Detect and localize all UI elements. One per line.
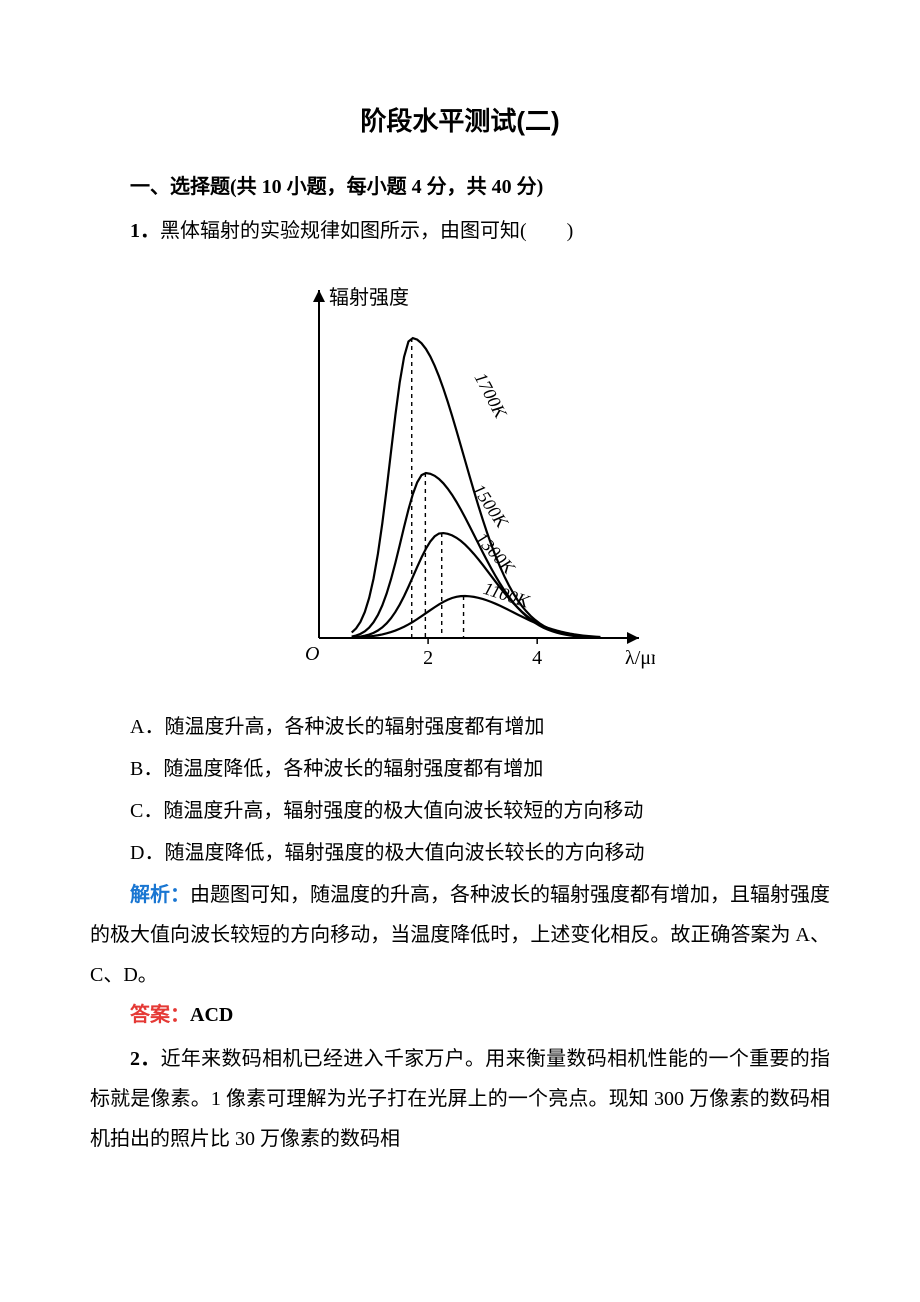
svg-text:λ/μm: λ/μm: [625, 647, 655, 669]
analysis-text: 由题图可知，随温度的升高，各种波长的辐射强度都有增加，且辐射强度的极大值向波长较…: [90, 884, 830, 986]
svg-text:O: O: [305, 643, 319, 665]
chart-svg: 辐射强度λ/μmO241700K1500K1300K1100K: [265, 263, 655, 683]
svg-text:辐射强度: 辐射强度: [329, 286, 409, 309]
q2-number: 2．: [130, 1048, 161, 1070]
svg-text:4: 4: [532, 647, 542, 669]
answer-value: ACD: [190, 1004, 233, 1026]
q1-number: 1．: [130, 220, 160, 242]
section-header: 一、选择题(共 10 小题，每小题 4 分，共 40 分): [90, 167, 830, 207]
question-1: 1．黑体辐射的实验规律如图所示，由图可知( ): [90, 211, 830, 251]
q1-answer: 答案：ACD: [90, 995, 830, 1035]
q1-text: 黑体辐射的实验规律如图所示，由图可知( ): [160, 220, 573, 242]
q1-option-b: B．随温度降低，各种波长的辐射强度都有增加: [90, 749, 830, 789]
q2-text: 近年来数码相机已经进入千家万户。用来衡量数码相机性能的一个重要的指标就是像素。1…: [90, 1048, 830, 1150]
q1-option-d: D．随温度降低，辐射强度的极大值向波长较长的方向移动: [90, 833, 830, 873]
analysis-label: 解析：: [130, 884, 190, 906]
question-2: 2．近年来数码相机已经进入千家万户。用来衡量数码相机性能的一个重要的指标就是像素…: [90, 1039, 830, 1159]
svg-text:1500K: 1500K: [469, 480, 513, 532]
q1-option-c: C．随温度升高，辐射强度的极大值向波长较短的方向移动: [90, 791, 830, 831]
q1-analysis: 解析：由题图可知，随温度的升高，各种波长的辐射强度都有增加，且辐射强度的极大值向…: [90, 875, 830, 995]
svg-text:2: 2: [423, 647, 433, 669]
svg-text:1700K: 1700K: [471, 369, 512, 422]
answer-label: 答案：: [130, 1004, 190, 1026]
q1-option-a: A．随温度升高，各种波长的辐射强度都有增加: [90, 707, 830, 747]
page-title: 阶段水平测试(二): [90, 95, 830, 147]
blackbody-chart: 辐射强度λ/μmO241700K1500K1300K1100K: [90, 263, 830, 695]
svg-text:1300K: 1300K: [472, 528, 520, 578]
